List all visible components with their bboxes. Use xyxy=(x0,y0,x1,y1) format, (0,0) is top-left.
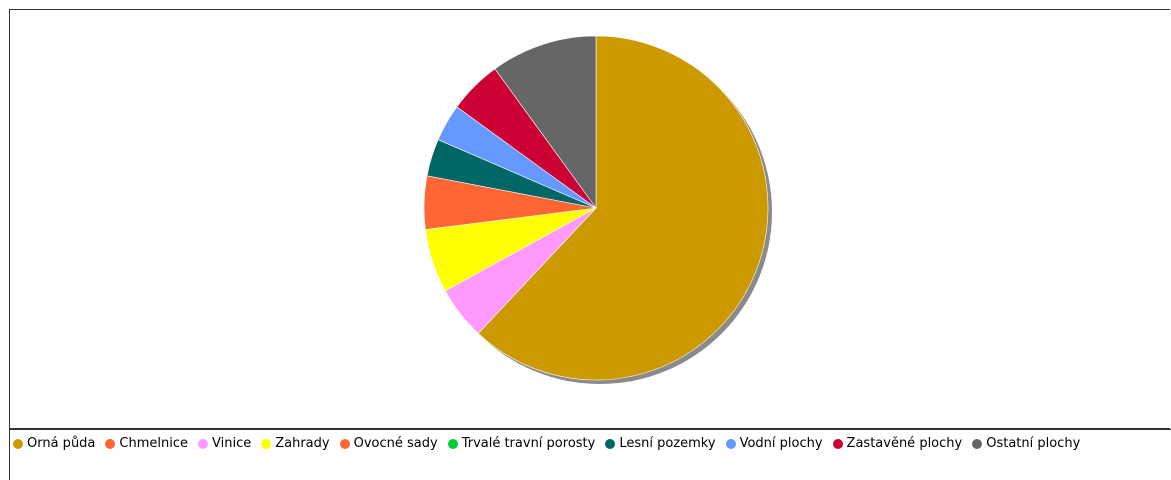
legend-swatch xyxy=(261,439,272,449)
legend-swatch xyxy=(447,439,458,449)
legend-item: Ovocné sady xyxy=(339,433,438,455)
legend-swatch xyxy=(605,439,616,449)
legend-label: Zahrady xyxy=(275,436,330,451)
legend-swatch xyxy=(198,439,208,449)
legend-swatch xyxy=(972,439,983,449)
legend-item: Trvalé travní porosty xyxy=(447,433,596,455)
legend-swatch xyxy=(13,439,23,449)
legend-swatch xyxy=(339,439,350,449)
legend-label: Trvalé travní porosty xyxy=(461,436,596,451)
legend-label: Chmelnice xyxy=(119,436,188,451)
legend-item: Orná půda xyxy=(13,433,95,455)
legend-swatch xyxy=(105,439,116,449)
legend-frame xyxy=(9,429,1171,480)
legend-item: Chmelnice xyxy=(105,433,188,455)
pie-chart xyxy=(423,35,772,384)
legend-item: Zahrady xyxy=(261,433,330,455)
pie-slice xyxy=(494,35,597,209)
legend-label: Zastavěné plochy xyxy=(846,436,963,451)
legend-label: Ovocné sady xyxy=(353,436,438,451)
legend-label: Ostatní plochy xyxy=(986,436,1081,451)
pie-slice xyxy=(477,35,769,381)
legend-item: Vinice xyxy=(198,433,251,455)
legend-label: Lesní pozemky xyxy=(619,436,716,451)
legend-item: Vodní plochy xyxy=(725,433,823,455)
chart-legend: Orná půda Chmelnice Vinice Zahrady Ovocné sa… xyxy=(13,433,1163,455)
legend-label: Vodní plochy xyxy=(739,436,823,451)
legend-label: Orná půda xyxy=(27,436,96,451)
legend-item: Zastavěné plochy xyxy=(832,433,963,455)
legend-swatch xyxy=(725,439,736,449)
legend-swatch xyxy=(832,439,843,449)
legend-item: Ostatní plochy xyxy=(972,433,1080,455)
legend-label: Vinice xyxy=(212,436,252,451)
legend-item: Lesní pozemky xyxy=(605,433,716,455)
